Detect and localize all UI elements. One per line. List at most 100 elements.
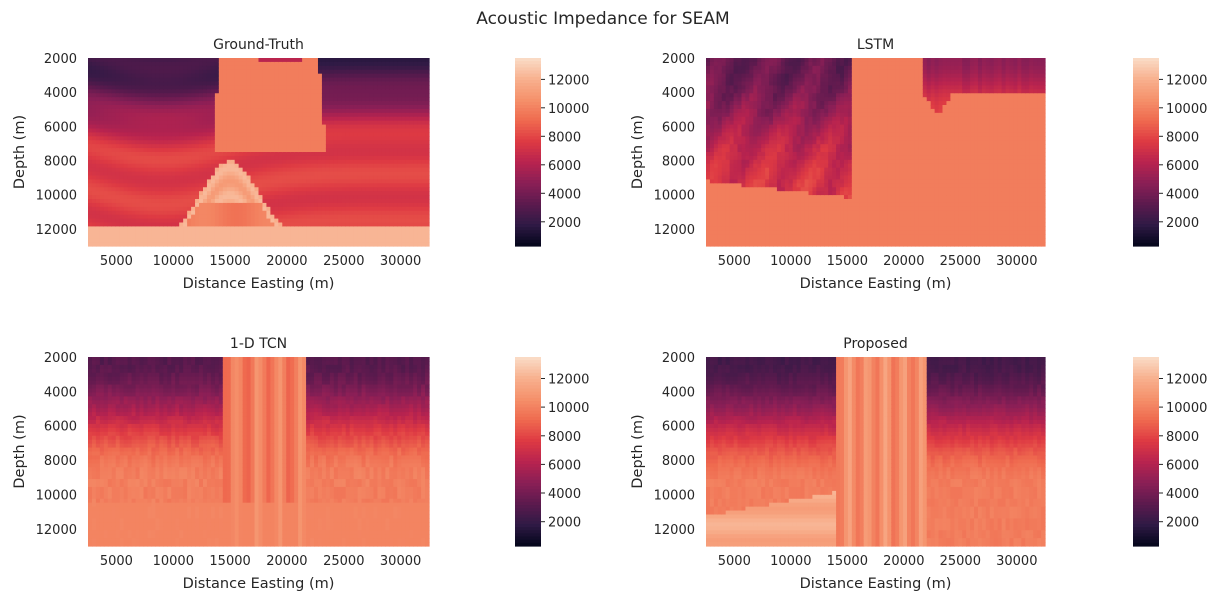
heatmap-cell	[333, 206, 339, 212]
heatmap-cell	[405, 61, 410, 67]
heatmap-cell	[737, 171, 743, 177]
heatmap-cell	[119, 132, 125, 137]
heatmap-cell	[294, 81, 299, 87]
heatmap-cell	[294, 159, 299, 165]
heatmap-cell	[306, 77, 311, 83]
heatmap-cell	[365, 218, 371, 224]
heatmap-cell	[769, 58, 774, 63]
heatmap-cell	[195, 120, 200, 126]
heatmap-cell	[254, 210, 260, 216]
heatmap-cell	[302, 105, 307, 110]
heatmap-cell	[88, 105, 93, 110]
heatmap-cell	[167, 124, 172, 130]
heatmap-cell	[167, 191, 172, 196]
heatmap-cell	[310, 218, 315, 224]
heatmap-cell	[317, 140, 323, 145]
heatmap-cell	[139, 175, 145, 181]
heatmap-cell	[270, 120, 275, 126]
heatmap-cell	[286, 73, 291, 79]
heatmap-cell	[761, 101, 766, 106]
heatmap-cell	[139, 58, 145, 63]
heatmap-cell	[405, 89, 410, 94]
heatmap-cell	[290, 81, 295, 87]
heatmap-cell	[99, 187, 105, 192]
heatmap-cell	[99, 191, 105, 196]
heatmap-cell	[167, 116, 172, 122]
heatmap-cell	[361, 195, 367, 200]
heatmap-cell	[765, 58, 770, 63]
heatmap-cell	[753, 175, 758, 181]
heatmap-cell	[171, 238, 176, 243]
heatmap-cell	[115, 97, 121, 102]
heatmap-cell	[103, 108, 109, 114]
heatmap-cell	[369, 159, 375, 165]
heatmap-cell	[88, 242, 93, 247]
heatmap-cell	[258, 155, 264, 161]
heatmap-cell	[737, 167, 743, 173]
heatmap-cell	[171, 61, 176, 67]
heatmap-cell	[234, 112, 240, 118]
heatmap-cell	[167, 206, 172, 212]
heatmap-cell	[258, 89, 264, 94]
heatmap-cell	[381, 120, 386, 126]
heatmap-cell	[274, 105, 279, 110]
heatmap-cell	[329, 132, 335, 137]
heatmap-cell	[345, 238, 351, 243]
heatmap-cell	[242, 195, 248, 200]
heatmap-cell	[425, 89, 430, 94]
heatmap-cell	[325, 144, 331, 149]
heatmap-cell	[147, 124, 153, 130]
heatmap-cell	[202, 179, 208, 184]
heatmap-cell	[713, 120, 719, 126]
heatmap-cell	[421, 187, 426, 192]
heatmap-cell	[317, 171, 323, 177]
heatmap-cell	[397, 187, 402, 192]
heatmap-cell	[298, 167, 303, 173]
heatmap-cell	[317, 238, 323, 243]
heatmap-cell	[250, 238, 256, 243]
heatmap-cell	[393, 238, 398, 243]
heatmap-cell	[417, 226, 422, 231]
heatmap-cell	[365, 112, 371, 118]
heatmap-cell	[369, 85, 375, 90]
heatmap-cell	[171, 226, 176, 231]
heatmap-cell	[266, 77, 271, 83]
heatmap-cell	[127, 116, 133, 122]
heatmap-cell	[393, 120, 398, 126]
heatmap-cell	[218, 148, 224, 153]
heatmap-cell	[234, 163, 240, 169]
heatmap-cell	[341, 97, 347, 102]
heatmap-cell	[725, 81, 731, 87]
heatmap-cell	[238, 148, 244, 153]
heatmap-cell	[222, 238, 228, 243]
heatmap-cell	[278, 183, 283, 188]
heatmap-cell	[709, 218, 715, 224]
heatmap-cell	[274, 175, 279, 181]
heatmap-cell	[258, 128, 264, 134]
heatmap-cell	[107, 202, 113, 208]
heatmap-cell	[107, 65, 113, 71]
heatmap-cell	[226, 112, 232, 118]
heatmap-cell	[294, 108, 299, 114]
heatmap-cell	[706, 238, 711, 243]
heatmap-cell	[365, 195, 371, 200]
heatmap-cell	[127, 238, 133, 243]
heatmap-cell	[151, 195, 157, 200]
heatmap-cell	[107, 61, 113, 67]
heatmap-cell	[278, 155, 283, 161]
heatmap-cell	[183, 175, 188, 181]
heatmap-cell	[314, 65, 319, 71]
heatmap-cell	[226, 132, 232, 137]
heatmap-cell	[329, 155, 335, 161]
heatmap-cell	[187, 148, 192, 153]
heatmap-cell	[737, 148, 743, 153]
heatmap-cell	[147, 230, 153, 235]
heatmap-cell	[733, 132, 739, 137]
heatmap-cell	[377, 120, 383, 126]
heatmap-cell	[314, 97, 319, 102]
heatmap-cell	[345, 234, 351, 239]
heatmap-cell	[706, 152, 711, 157]
heatmap-cell	[131, 148, 137, 153]
heatmap-cell	[242, 58, 248, 63]
heatmap-cell	[314, 124, 319, 130]
